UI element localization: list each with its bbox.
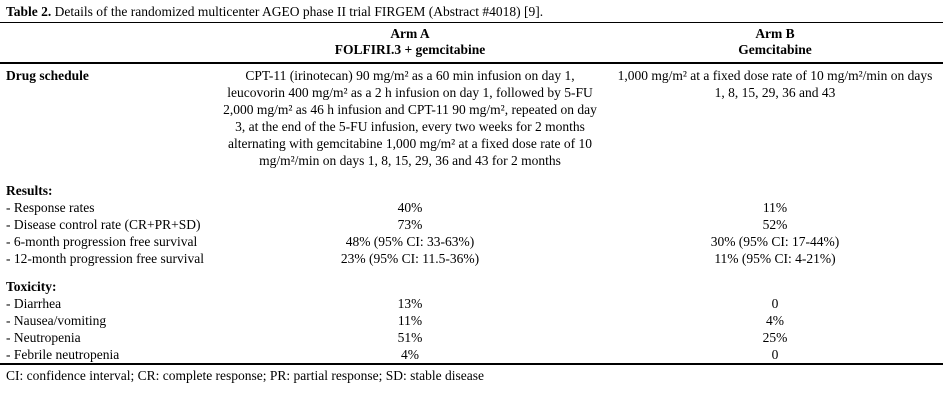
header-arm-b-title: Arm B bbox=[755, 26, 795, 41]
header-arm-b: Arm B Gemcitabine bbox=[607, 23, 943, 63]
arm-a-value: 73% bbox=[397, 217, 423, 232]
arm-a-value: 11% bbox=[397, 313, 423, 328]
arm-a-value: 13% bbox=[397, 296, 423, 311]
drug-schedule-arm-b: 1,000 mg/m² at a fixed dose rate of 10 m… bbox=[617, 68, 933, 100]
results-section-row: Results: bbox=[0, 169, 943, 199]
results-row-12-month-pfs: - 12-month progression free survival 23%… bbox=[0, 250, 943, 267]
drug-schedule-row: Drug schedule CPT-11 (irinotecan) 90 mg/… bbox=[0, 63, 943, 169]
arm-a-value: 23% (95% CI: 11.5-36%) bbox=[340, 251, 480, 266]
header-row: Arm A FOLFIRI.3 + gemcitabine Arm B Gemc… bbox=[0, 23, 943, 63]
drug-schedule-arm-a: CPT-11 (irinotecan) 90 mg/m² as a 60 min… bbox=[223, 68, 597, 168]
arm-b-value: 52% bbox=[762, 217, 788, 232]
arm-a-value: 40% bbox=[397, 200, 423, 215]
row-label: - Febrile neutropenia bbox=[6, 347, 120, 362]
table-caption-number: Table 2. bbox=[6, 4, 52, 19]
arm-b-value: 11% bbox=[762, 200, 788, 215]
row-label: - Disease control rate (CR+PR+SD) bbox=[6, 217, 201, 232]
toxicity-row-diarrhea: - Diarrhea 13% 0 bbox=[0, 295, 943, 312]
arm-b-value: 0 bbox=[771, 296, 779, 311]
header-arm-a-title: Arm A bbox=[390, 26, 430, 41]
header-arm-b-regimen: Gemcitabine bbox=[738, 42, 812, 57]
table-header: Arm A FOLFIRI.3 + gemcitabine Arm B Gemc… bbox=[0, 23, 943, 63]
results-row-6-month-pfs: - 6-month progression free survival 48% … bbox=[0, 233, 943, 250]
toxicity-section-row: Toxicity: bbox=[0, 267, 943, 295]
arm-b-value: 0 bbox=[771, 347, 779, 362]
arm-a-value: 4% bbox=[401, 347, 419, 362]
row-label: - Diarrhea bbox=[6, 296, 62, 311]
results-section-label: Results: bbox=[6, 183, 53, 198]
toxicity-row-nausea-vomiting: - Nausea/vomiting 11% 4% bbox=[0, 312, 943, 329]
table-caption: Table 2. Details of the randomized multi… bbox=[0, 2, 943, 23]
arm-b-value: 11% (95% CI: 4-21%) bbox=[714, 251, 836, 266]
results-row-response-rates: - Response rates 40% 11% bbox=[0, 199, 943, 216]
row-label: - Response rates bbox=[6, 200, 95, 215]
arm-b-value: 25% bbox=[762, 330, 788, 345]
toxicity-row-neutropenia: - Neutropenia 51% 25% bbox=[0, 329, 943, 346]
row-label: - 6-month progression free survival bbox=[6, 234, 198, 249]
row-label: - Nausea/vomiting bbox=[6, 313, 107, 328]
trial-table: Arm A FOLFIRI.3 + gemcitabine Arm B Gemc… bbox=[0, 23, 943, 363]
results-row-disease-control: - Disease control rate (CR+PR+SD) 73% 52… bbox=[0, 216, 943, 233]
row-label: - 12-month progression free survival bbox=[6, 251, 204, 266]
row-label: - Neutropenia bbox=[6, 330, 81, 345]
header-arm-a-regimen: FOLFIRI.3 + gemcitabine bbox=[334, 42, 486, 57]
arm-b-value: 4% bbox=[766, 313, 784, 328]
arm-a-value: 51% bbox=[397, 330, 423, 345]
drug-schedule-label: Drug schedule bbox=[6, 68, 89, 83]
table-caption-text: Details of the randomized multicenter AG… bbox=[54, 4, 544, 19]
toxicity-row-febrile-neutropenia: - Febrile neutropenia 4% 0 bbox=[0, 346, 943, 363]
header-arm-a: Arm A FOLFIRI.3 + gemcitabine bbox=[213, 23, 607, 63]
abbreviations-footnote: CI: confidence interval; CR: complete re… bbox=[0, 363, 943, 387]
arm-b-value: 30% (95% CI: 17-44%) bbox=[710, 234, 840, 249]
arm-a-value: 48% (95% CI: 33-63%) bbox=[345, 234, 475, 249]
toxicity-section-label: Toxicity: bbox=[6, 279, 57, 294]
header-empty-cell bbox=[0, 23, 213, 63]
